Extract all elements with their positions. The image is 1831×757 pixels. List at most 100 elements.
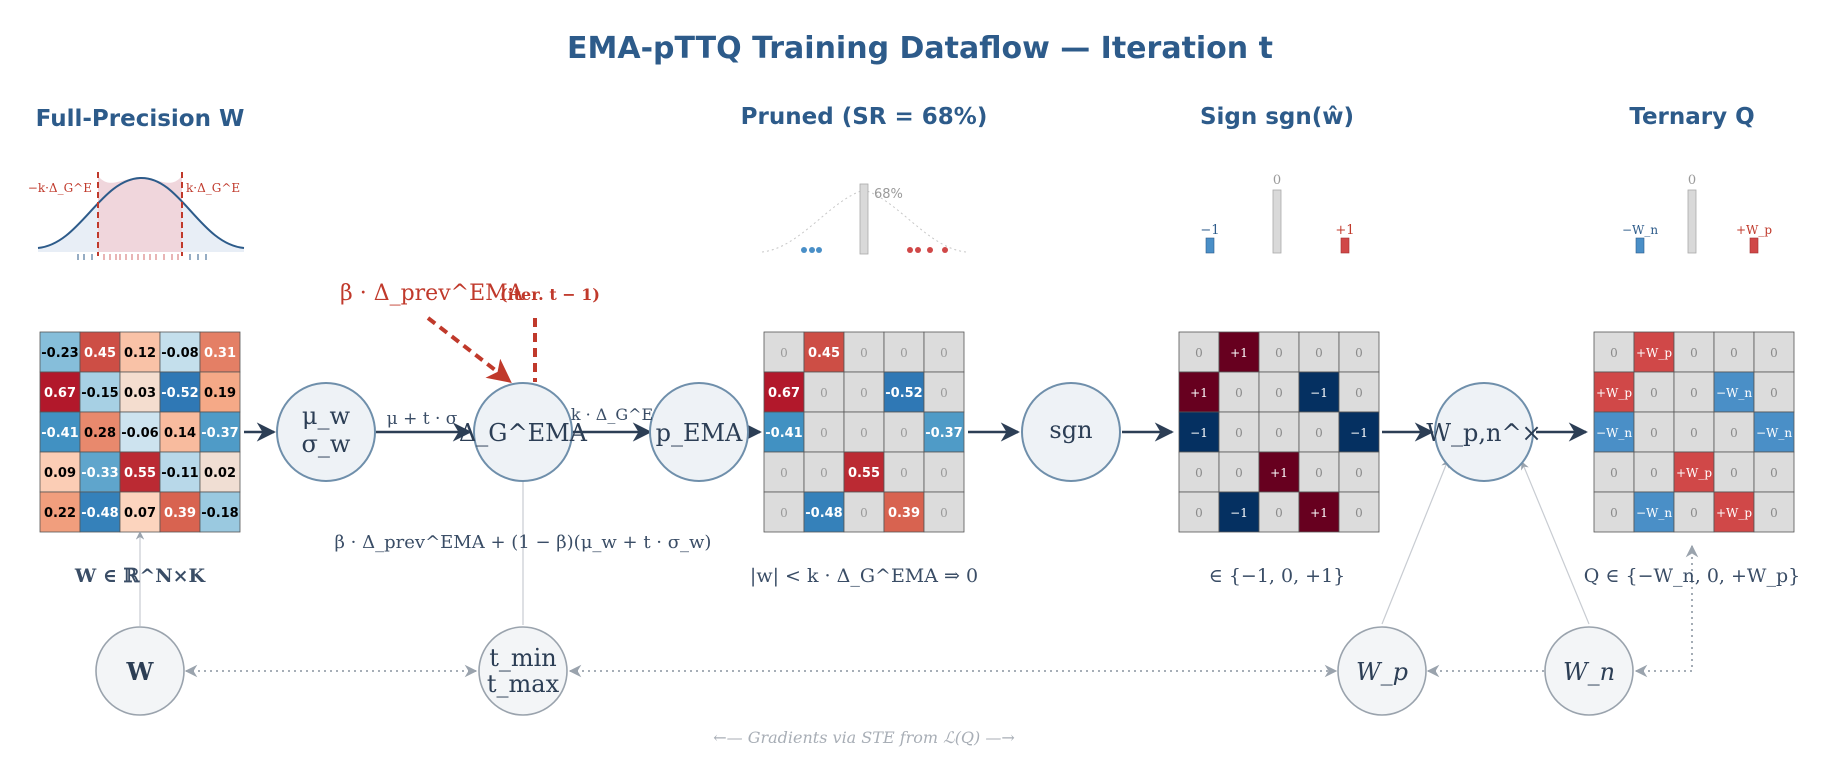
matrix-full-precision: -0.23 0.45 0.12 -0.08 0.31 0.67 -0.15 0.03 -0.52… (39, 331, 241, 533)
matrix-cell: 0 (803, 371, 845, 413)
matrix-cell: 0 (1178, 331, 1220, 373)
hist-ternary-pos-label: +W_p (1736, 223, 1772, 237)
matrix-cell-value: 0 (1235, 426, 1243, 440)
node-stats: μ_w σ_w (276, 382, 376, 482)
diagram-title: EMA-pTTQ Training Dataflow — Iteration t (567, 31, 1273, 66)
matrix-cell-value: -0.08 (161, 346, 198, 361)
matrix-cell: 0 (1633, 451, 1675, 493)
matrix-cell: 0.55 (119, 451, 161, 493)
matrix-cell: 0.02 (199, 451, 241, 493)
matrix-cell: 0 (1713, 411, 1755, 453)
matrix-cell-value: 0 (1235, 466, 1243, 480)
matrix-cell: 0 (1633, 371, 1675, 413)
matrix-cell-value: -0.23 (41, 346, 78, 361)
matrix-cell-value: −W_n (1596, 426, 1632, 440)
node-w-label: W (126, 657, 155, 686)
matrix-cell-value: 0 (1355, 346, 1363, 360)
gradients-caption: ←— Gradients via STE from ℒ(Q) —→ (713, 728, 1015, 747)
matrix-cell-value: 0 (860, 506, 868, 520)
matrix-cell: 0.03 (119, 371, 161, 413)
matrix-cell: 0.39 (159, 491, 201, 533)
node-tmax-label: t_max (487, 670, 560, 698)
matrix-cell: 0.31 (199, 331, 241, 373)
matrix-cell: 0 (1258, 371, 1300, 413)
matrix-cell: −W_n (1713, 371, 1755, 413)
matrix-cell-value: −1 (1190, 426, 1208, 440)
matrix-cell: -0.52 (883, 371, 925, 413)
matrix-cell-value: 0 (1195, 466, 1203, 480)
sign-set: ∈ {−1, 0, +1} (1209, 565, 1346, 587)
matrix-cell: 0 (803, 411, 845, 453)
node-delta-ema: Δ_G^EMA (459, 382, 588, 482)
matrix-cell: 0 (1593, 491, 1635, 533)
node-t-bounds: t_min t_max (478, 626, 568, 716)
matrix-cell: 0 (1218, 411, 1260, 453)
matrix-cell-value: 0 (1275, 346, 1283, 360)
matrix-cell-value: 0 (1770, 506, 1778, 520)
matrix-cell-value: 0 (1690, 506, 1698, 520)
matrix-cell: 0 (843, 371, 885, 413)
node-w-pn: W_p,n^× (1426, 382, 1542, 482)
matrix-cell: -0.33 (79, 451, 121, 493)
hist-pruned: 68% (761, 183, 967, 255)
matrix-cell: 0 (1178, 491, 1220, 533)
hist-ternary-zero-label: 0 (1688, 173, 1696, 188)
hist-left-threshold-label: −k·Δ_G^E (28, 181, 92, 195)
matrix-cell: 0 (1218, 371, 1260, 413)
matrix-cell-value: 0.03 (124, 386, 156, 401)
matrix-cell-value: 0 (1650, 426, 1658, 440)
node-tmin-label: t_min (489, 644, 557, 672)
matrix-cell-value: -0.48 (805, 506, 842, 521)
matrix-cell-value: 0.31 (204, 346, 236, 361)
matrix-cell-value: 0 (1730, 466, 1738, 480)
heading-ternary: Ternary Q (1629, 104, 1754, 130)
matrix-cell: 0 (1298, 411, 1340, 453)
matrix-cell-value: 0 (900, 346, 908, 360)
matrix-cell: 0.67 (763, 371, 805, 413)
matrix-cell-value: 0 (1355, 386, 1363, 400)
matrix-cell: -0.18 (199, 491, 241, 533)
matrix-cell-value: 0 (900, 466, 908, 480)
matrix-cell-value: 0 (1275, 386, 1283, 400)
matrix-cell: 0 (1178, 451, 1220, 493)
matrix-cell-value: 0 (1275, 506, 1283, 520)
matrix-cell: -0.11 (159, 451, 201, 493)
matrix-cell-value: 0 (1770, 386, 1778, 400)
matrix-cell: -0.41 (39, 411, 81, 453)
matrix-cell: 0 (1258, 491, 1300, 533)
matrix-cell: 0 (1753, 371, 1795, 413)
matrix-cell-value: 0 (1690, 386, 1698, 400)
node-w: W (95, 626, 185, 716)
matrix-cell: -0.23 (39, 331, 81, 373)
matrix-cell-value: 0.12 (124, 346, 156, 361)
matrix-cell-value: 0 (820, 466, 828, 480)
matrix-cell: 0 (1218, 451, 1260, 493)
matrix-cell-value: 0.39 (888, 506, 920, 521)
edge-label-mu-t-sigma: μ + t · σ (387, 409, 458, 429)
node-p-ema-label: p_EMA (656, 419, 743, 447)
matrix-cell: -0.52 (159, 371, 201, 413)
matrix-cell: −1 (1178, 411, 1220, 453)
matrix-cell-value: 0.45 (808, 346, 840, 361)
matrix-cell-value: 0.67 (768, 386, 800, 401)
matrix-cell-value: 0 (1195, 506, 1203, 520)
matrix-cell-value: 0 (1195, 346, 1203, 360)
matrix-cell: 0.22 (39, 491, 81, 533)
matrix-cell: 0 (1593, 331, 1635, 373)
matrix-cell-value: +1 (1230, 346, 1248, 360)
matrix-cell: -0.48 (79, 491, 121, 533)
node-wp: W_p (1337, 626, 1427, 716)
matrix-cell-value: -0.37 (201, 426, 238, 441)
matrix-cell-value: 0 (1770, 466, 1778, 480)
matrix-sign: 0 +1 0 0 0 +1 0 0 −1 0 −1 0 0 0 −1 0 0 +1 0 0 0 −1 0 +1 0 (1178, 331, 1380, 533)
gradient-path (184, 544, 1699, 678)
matrix-cell: 0 (1338, 451, 1380, 493)
node-wp-label: W_p (1356, 658, 1408, 686)
matrix-cell-value: 0 (860, 386, 868, 400)
heading-pruned: Pruned (SR = 68%) (741, 104, 988, 130)
matrix-cell-value: 0 (1690, 346, 1698, 360)
node-sigma-label: σ_w (302, 430, 351, 458)
node-p-ema: p_EMA (649, 382, 749, 482)
matrix-cell-value: 0 (780, 466, 788, 480)
matrix-cell-value: +W_p (1596, 386, 1632, 400)
